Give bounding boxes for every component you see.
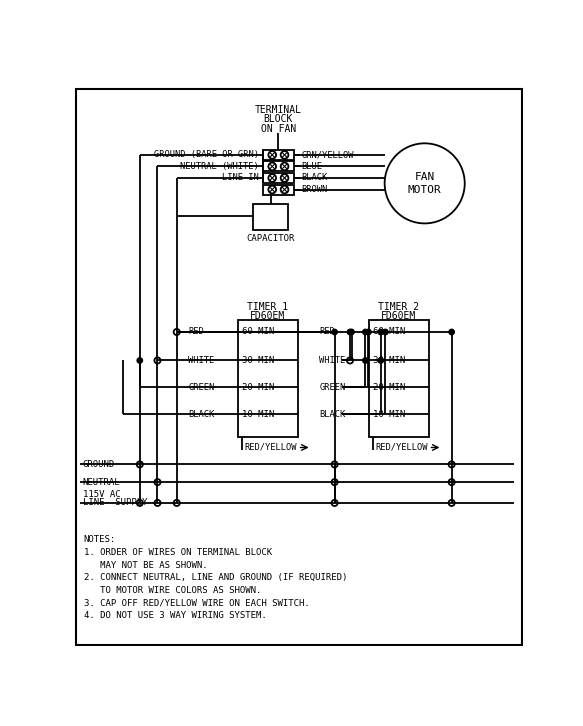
Text: GRN/YELLOW: GRN/YELLOW: [301, 150, 354, 160]
Text: LINE IN: LINE IN: [222, 174, 259, 182]
Text: GROUND: GROUND: [83, 460, 115, 469]
Text: 10 MIN: 10 MIN: [373, 410, 405, 419]
Text: MAY NOT BE AS SHOWN.: MAY NOT BE AS SHOWN.: [83, 560, 207, 570]
Text: WHITE: WHITE: [319, 356, 346, 365]
Text: 4. DO NOT USE 3 WAY WIRING SYSTEM.: 4. DO NOT USE 3 WAY WIRING SYSTEM.: [83, 611, 266, 621]
Text: 10 MIN: 10 MIN: [242, 410, 275, 419]
Text: TIMER 2: TIMER 2: [378, 302, 419, 312]
Text: TO MOTOR WIRE COLORS AS SHOWN.: TO MOTOR WIRE COLORS AS SHOWN.: [83, 586, 261, 595]
Bar: [263, 161, 294, 171]
Circle shape: [268, 186, 276, 193]
Circle shape: [363, 358, 368, 363]
Bar: [263, 150, 294, 160]
Circle shape: [268, 174, 276, 182]
Circle shape: [332, 330, 338, 335]
Circle shape: [378, 330, 384, 335]
Circle shape: [366, 330, 371, 335]
Text: 3. CAP OFF RED/YELLOW WIRE ON EACH SWITCH.: 3. CAP OFF RED/YELLOW WIRE ON EACH SWITC…: [83, 599, 310, 608]
Text: NEUTRAL (WHITE): NEUTRAL (WHITE): [180, 162, 259, 171]
Text: BROWN: BROWN: [301, 185, 328, 194]
Text: GROUND (BARE OR GRN): GROUND (BARE OR GRN): [154, 150, 259, 160]
Text: NEUTRAL: NEUTRAL: [83, 478, 121, 486]
Text: 115V AC: 115V AC: [83, 490, 121, 499]
Text: RED/YELLOW: RED/YELLOW: [375, 443, 428, 452]
Circle shape: [268, 151, 276, 159]
Circle shape: [349, 330, 354, 335]
Text: 30 MIN: 30 MIN: [373, 356, 405, 365]
Circle shape: [280, 186, 289, 193]
Text: 1. ORDER OF WIRES ON TERMINAL BLOCK: 1. ORDER OF WIRES ON TERMINAL BLOCK: [83, 548, 272, 557]
Circle shape: [280, 163, 289, 171]
Text: 2. CONNECT NEUTRAL, LINE AND GROUND (IF REQUIRED): 2. CONNECT NEUTRAL, LINE AND GROUND (IF …: [83, 574, 347, 582]
Text: FAN: FAN: [415, 172, 435, 182]
Text: MOTOR: MOTOR: [408, 185, 441, 195]
Text: CAPACITOR: CAPACITOR: [247, 234, 295, 243]
Text: BLUE: BLUE: [301, 162, 322, 171]
Text: 30 MIN: 30 MIN: [242, 356, 275, 365]
Text: NOTES:: NOTES:: [83, 535, 116, 544]
Bar: [263, 173, 294, 183]
Bar: [238, 320, 298, 438]
Circle shape: [363, 330, 368, 335]
Text: BLACK: BLACK: [301, 174, 328, 182]
Text: 60 MIN: 60 MIN: [242, 327, 275, 336]
Text: FD60EM: FD60EM: [381, 311, 416, 321]
Circle shape: [280, 151, 289, 159]
Text: BLACK: BLACK: [319, 410, 346, 419]
Text: ON FAN: ON FAN: [261, 123, 296, 134]
Text: RED: RED: [319, 327, 335, 336]
Text: TIMER 1: TIMER 1: [247, 302, 289, 312]
Text: 20 MIN: 20 MIN: [373, 383, 405, 392]
Text: GREEN: GREEN: [188, 383, 215, 392]
Text: GREEN: GREEN: [319, 383, 346, 392]
Text: TERMINAL: TERMINAL: [255, 105, 302, 115]
Circle shape: [347, 330, 353, 335]
Text: BLOCK: BLOCK: [264, 115, 293, 124]
Circle shape: [137, 358, 142, 363]
Circle shape: [280, 174, 289, 182]
Text: WHITE: WHITE: [188, 356, 215, 365]
Text: RED/YELLOW: RED/YELLOW: [244, 443, 297, 452]
Text: 20 MIN: 20 MIN: [242, 383, 275, 392]
Circle shape: [268, 163, 276, 171]
Text: 60 MIN: 60 MIN: [373, 327, 405, 336]
Circle shape: [382, 330, 388, 335]
Text: FD60EM: FD60EM: [250, 311, 286, 321]
Bar: [263, 184, 294, 195]
Bar: [369, 320, 429, 438]
Bar: [253, 204, 289, 229]
Text: BLACK: BLACK: [188, 410, 215, 419]
Text: RED: RED: [188, 327, 204, 336]
Circle shape: [449, 330, 454, 335]
Text: LINE  SUPPLY: LINE SUPPLY: [83, 499, 147, 507]
Circle shape: [378, 358, 384, 363]
